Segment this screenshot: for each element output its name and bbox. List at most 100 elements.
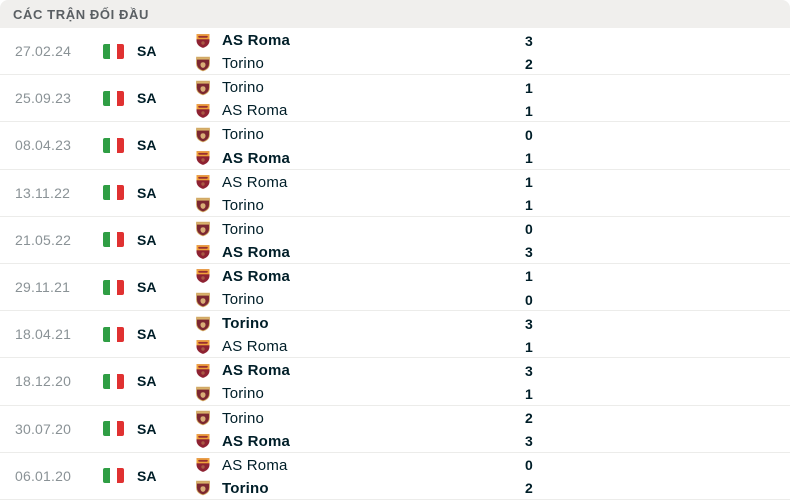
match-date: 30.07.20 bbox=[15, 420, 72, 437]
as-roma-logo-icon bbox=[196, 364, 210, 378]
team-score: 0 bbox=[525, 126, 533, 143]
torino-logo-icon bbox=[196, 316, 210, 331]
torino-logo-icon bbox=[196, 481, 210, 496]
team-name: AS Roma bbox=[222, 102, 288, 120]
team-name: Torino bbox=[222, 126, 265, 144]
team-name: Torino bbox=[222, 479, 269, 497]
match-date: 21.05.22 bbox=[15, 231, 72, 248]
match-date: 29.11.21 bbox=[15, 279, 71, 296]
match-meta: 18.04.21 SA bbox=[15, 311, 156, 357]
as-roma-logo-icon bbox=[196, 458, 210, 473]
torino-logo-icon bbox=[196, 127, 210, 143]
team-score: 3 bbox=[525, 315, 533, 332]
team-name: AS Roma bbox=[222, 362, 291, 380]
team-score: 1 bbox=[525, 174, 533, 191]
match-row[interactable]: 06.01.20 SA bbox=[0, 452, 790, 500]
team-score: 0 bbox=[525, 457, 533, 474]
match-teams: Torino 1 AS Roma bbox=[195, 76, 780, 122]
team-row: Torino 0 bbox=[195, 123, 780, 146]
as-roma-logo-icon bbox=[196, 33, 210, 48]
team-name: Torino bbox=[222, 196, 265, 214]
team-score: 1 bbox=[525, 268, 533, 285]
match-teams: AS Roma 0 Torino bbox=[195, 454, 780, 500]
italy-flag-icon bbox=[103, 421, 124, 437]
italy-flag-icon bbox=[103, 326, 124, 342]
match-row[interactable]: 18.12.20 SA bbox=[0, 358, 790, 406]
match-row[interactable]: 29.11.21 SA bbox=[0, 263, 790, 312]
as-roma-logo-icon bbox=[196, 434, 210, 449]
team-name: AS Roma bbox=[222, 32, 291, 50]
italy-flag-icon bbox=[103, 279, 124, 295]
match-row[interactable]: 18.04.21 SA bbox=[0, 311, 790, 359]
team-score: 3 bbox=[525, 244, 533, 261]
team-name: Torino bbox=[222, 220, 265, 238]
team-score: 1 bbox=[525, 338, 533, 355]
team-score: 2 bbox=[525, 55, 533, 72]
team-score: 1 bbox=[525, 150, 533, 167]
team-row: Torino 2 bbox=[195, 52, 780, 75]
match-row[interactable]: 08.04.23 SA bbox=[0, 122, 790, 170]
match-teams: Torino 0 AS Roma bbox=[195, 218, 780, 264]
team-row: AS Roma 0 bbox=[195, 454, 780, 477]
league-badge: SA bbox=[137, 137, 157, 154]
team-name: AS Roma bbox=[222, 267, 291, 285]
team-row: Torino 2 bbox=[195, 477, 780, 500]
match-meta: 08.04.23 SA bbox=[15, 122, 156, 168]
team-score: 3 bbox=[525, 362, 533, 379]
team-score: 1 bbox=[525, 102, 533, 119]
match-teams: Torino 0 AS Roma bbox=[195, 123, 780, 169]
team-row: AS Roma 3 bbox=[195, 29, 780, 52]
match-date: 06.01.20 bbox=[15, 467, 72, 484]
torino-logo-icon bbox=[196, 222, 210, 237]
match-meta: 13.11.22 SA bbox=[15, 170, 156, 216]
team-name: AS Roma bbox=[222, 432, 291, 450]
match-date: 18.04.21 bbox=[15, 326, 72, 343]
match-row[interactable]: 21.05.22 SA bbox=[0, 216, 790, 264]
team-name: Torino bbox=[222, 315, 269, 333]
match-teams: Torino 2 AS Roma bbox=[195, 407, 780, 453]
team-score: 2 bbox=[525, 480, 533, 497]
team-row: AS Roma 1 bbox=[195, 335, 780, 358]
team-name: Torino bbox=[222, 55, 265, 73]
team-name: AS Roma bbox=[222, 456, 288, 474]
italy-flag-icon bbox=[103, 185, 124, 201]
team-name: Torino bbox=[222, 291, 265, 309]
torino-logo-icon bbox=[196, 410, 210, 426]
team-row: Torino 1 bbox=[195, 76, 780, 99]
league-badge: SA bbox=[137, 373, 157, 390]
league-badge: SA bbox=[137, 184, 157, 201]
match-teams: Torino 3 AS Roma bbox=[195, 312, 780, 358]
torino-logo-icon bbox=[196, 292, 210, 307]
torino-logo-icon bbox=[196, 386, 210, 402]
match-row[interactable]: 27.02.24 SA bbox=[0, 28, 790, 76]
torino-logo-icon bbox=[196, 80, 210, 96]
team-name: AS Roma bbox=[222, 243, 291, 261]
torino-logo-icon bbox=[196, 198, 210, 213]
match-row[interactable]: 30.07.20 SA bbox=[0, 405, 790, 453]
as-roma-logo-icon bbox=[196, 175, 210, 190]
match-teams: AS Roma 1 Torino bbox=[195, 171, 780, 217]
match-row[interactable]: 13.11.22 SA bbox=[0, 169, 790, 217]
team-name: AS Roma bbox=[222, 173, 288, 191]
team-score: 3 bbox=[525, 433, 533, 450]
team-row: Torino 0 bbox=[195, 218, 780, 241]
team-score: 2 bbox=[525, 410, 533, 427]
card-title: CÁC TRẬN ĐỐI ĐẦU bbox=[13, 6, 149, 22]
italy-flag-icon bbox=[103, 137, 124, 153]
league-badge: SA bbox=[137, 90, 157, 107]
league-badge: SA bbox=[137, 467, 157, 484]
match-date: 18.12.20 bbox=[15, 373, 72, 390]
match-meta: 30.07.20 SA bbox=[15, 406, 156, 452]
league-badge: SA bbox=[137, 231, 157, 248]
italy-flag-icon bbox=[103, 232, 124, 248]
match-teams: AS Roma 3 Torino bbox=[195, 29, 780, 75]
team-score: 1 bbox=[525, 79, 533, 96]
match-row[interactable]: 25.09.23 SA bbox=[0, 75, 790, 123]
league-badge: SA bbox=[137, 420, 157, 437]
team-row: AS Roma 1 bbox=[195, 146, 780, 169]
match-date: 08.04.23 bbox=[15, 137, 72, 154]
team-row: AS Roma 3 bbox=[195, 430, 780, 453]
as-roma-logo-icon bbox=[196, 151, 210, 165]
match-meta: 29.11.21 SA bbox=[15, 264, 156, 310]
